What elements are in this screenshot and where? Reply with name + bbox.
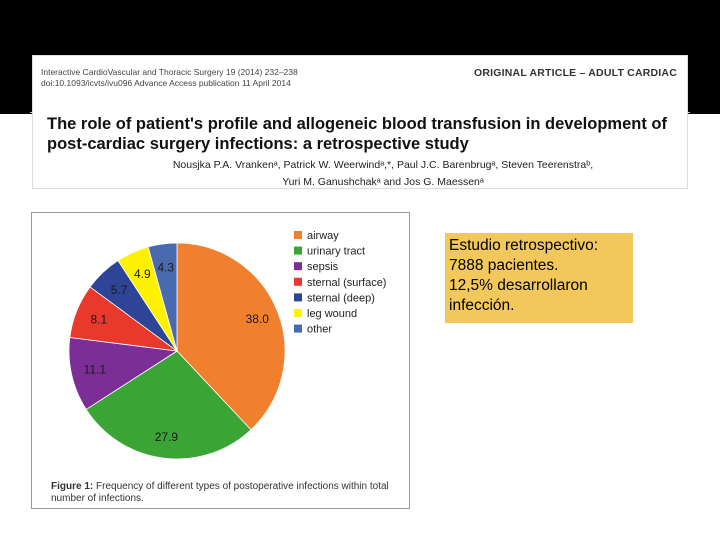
caption-text: Frequency of different types of postoper… <box>51 481 389 504</box>
figure-panel: 38.0 27.9 11.1 8.1 5.7 4.9 4.3 airway urinary tr… <box>31 212 410 509</box>
slice-label-sternal-deep: 5.7 <box>111 283 128 297</box>
slice-label-leg-wound: 4.9 <box>134 267 151 281</box>
pie-slice-urinary-tract <box>85 350 252 460</box>
legend-label-other: other <box>307 324 332 336</box>
legend-swatch-sternal-deep <box>294 293 302 302</box>
legend-swatch-other <box>294 324 302 333</box>
note-line-3: 12,5% desarrollaron <box>449 277 588 294</box>
legend-label-airway: airway <box>307 230 339 242</box>
legend-swatch-urinary-tract <box>294 246 302 255</box>
article-type: ORIGINAL ARTICLE – ADULT CARDIAC <box>474 67 677 79</box>
journal-citation: Interactive CardioVascular and Thoracic … <box>41 67 298 77</box>
legend-swatch-sternal-surface <box>294 277 302 286</box>
legend-label-urinary-tract: urinary tract <box>307 246 365 258</box>
pie-slice-other <box>147 242 178 352</box>
authors-line-2: Yuri M. Ganushchakᵃ and Jos G. Maessenᵃ <box>282 176 484 188</box>
figure-caption: Figure 1: Frequency of different types o… <box>51 481 406 505</box>
paper-header: Interactive CardioVascular and Thoracic … <box>32 55 688 189</box>
legend-swatch-sepsis <box>294 262 302 271</box>
legend-label-sternal-deep: sternal (deep) <box>307 292 375 304</box>
note-line-2: 7888 pacientes. <box>449 257 559 274</box>
note-line-1: Estudio retrospectivo: <box>449 237 599 254</box>
paper-title: The role of patient's profile and alloge… <box>47 115 667 153</box>
slice-label-sepsis: 11.1 <box>84 363 107 377</box>
journal-info: Interactive CardioVascular and Thoracic … <box>41 67 298 89</box>
caption-label: Figure 1: <box>51 481 94 492</box>
author-list: Nousjka P.A. Vrankenᵃ, Patrick W. Weerwi… <box>103 157 663 191</box>
legend-label-leg-wound: leg wound <box>307 308 357 320</box>
journal-doi: doi:10.1093/icvts/ivu096 Advance Access … <box>41 78 291 88</box>
pie-chart: 38.0 27.9 11.1 8.1 5.7 4.9 4.3 airway urinary tr… <box>68 230 386 460</box>
slice-label-airway: 38.0 <box>246 312 270 326</box>
legend-label-sternal-surface: sternal (surface) <box>307 277 386 289</box>
summary-note: Estudio retrospectivo: 7888 pacientes. 1… <box>445 233 633 323</box>
legend-swatch-airway <box>294 231 302 239</box>
pie-slice-sepsis <box>68 337 179 410</box>
slice-label-sternal-surface: 8.1 <box>90 313 107 327</box>
legend-swatch-leg-wound <box>294 309 302 317</box>
authors-line-1: Nousjka P.A. Vrankenᵃ, Patrick W. Weerwi… <box>172 159 594 171</box>
note-line-4: infección. <box>449 297 515 314</box>
pie-slice-airway <box>176 242 286 431</box>
slice-label-other: 4.3 <box>157 261 174 275</box>
legend-label-sepsis: sepsis <box>307 261 339 273</box>
slice-label-urinary-tract: 27.9 <box>155 430 179 444</box>
